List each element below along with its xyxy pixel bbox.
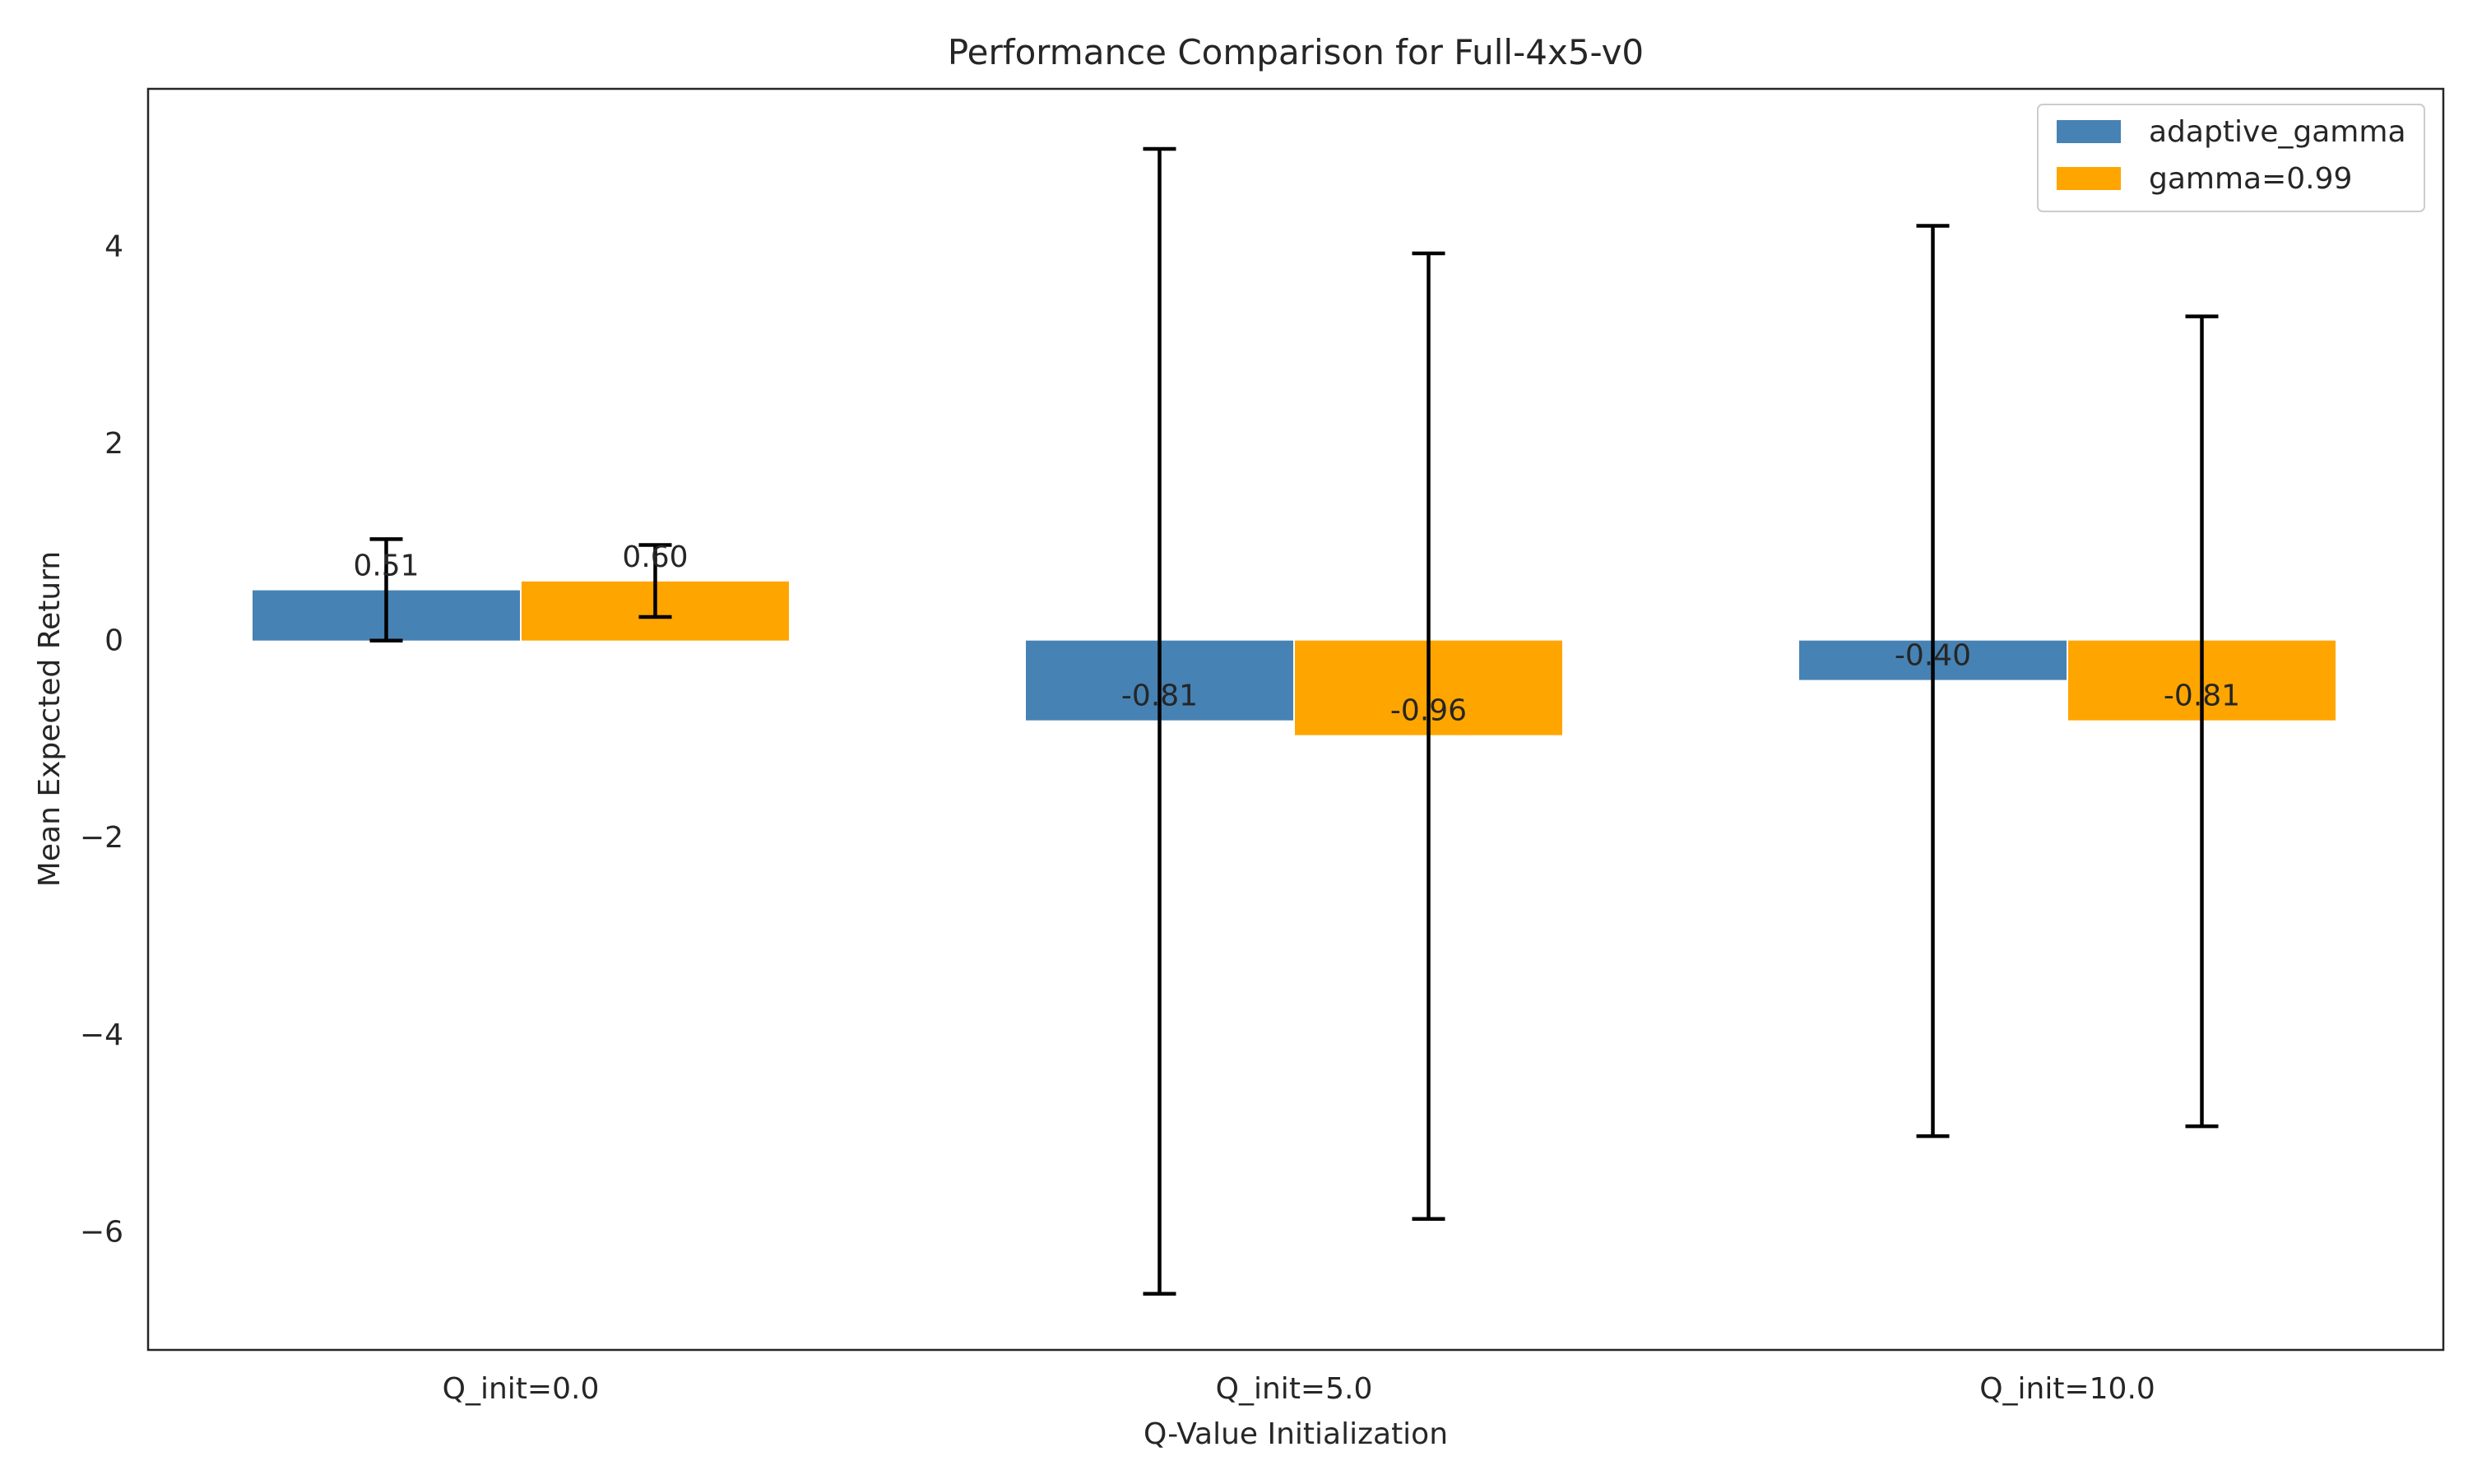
- error-bar-adaptive-gamma-1: [1143, 146, 1176, 1296]
- value-labels-layer: 0.51 0.60 -0.81 -0.96 -0.40 -0.81: [353, 540, 2240, 728]
- plot-frame: [146, 87, 2445, 1352]
- legend-label-1: gamma=0.99: [2149, 162, 2352, 196]
- error-bar-adaptive-gamma-0: [369, 537, 403, 642]
- errorbars-layer: [369, 146, 2219, 1296]
- legend-swatch-1: [2057, 167, 2121, 190]
- x-tick-label-0: Q_init=0.0: [443, 1372, 600, 1406]
- value-label-adaptive-gamma-2: -0.40: [1895, 639, 1971, 673]
- error-bar-adaptive-gamma-2: [1916, 224, 1950, 1139]
- value-label-gamma-0-99-1: -0.96: [1390, 694, 1467, 728]
- y-tick-label: 2: [104, 427, 123, 461]
- error-bar-gamma-0-99-1: [1412, 251, 1445, 1221]
- x-axis-label: Q-Value Initialization: [1144, 1417, 1448, 1451]
- error-bar-gamma-0-99-2: [2185, 314, 2219, 1129]
- legend-swatch-0: [2057, 120, 2121, 143]
- x-tick-label-1: Q_init=5.0: [1216, 1372, 1373, 1406]
- legend-frame: [2037, 104, 2425, 212]
- legend: adaptive_gamma gamma=0.99: [2037, 104, 2425, 212]
- value-label-gamma-0-99-2: -0.81: [2164, 679, 2240, 713]
- value-label-gamma-0-99-0: 0.60: [622, 540, 688, 574]
- x-axis: Q_init=0.0 Q_init=5.0 Q_init=10.0: [443, 1372, 2155, 1406]
- x-tick-label-2: Q_init=10.0: [1979, 1372, 2155, 1406]
- value-label-adaptive-gamma-1: -0.81: [1121, 679, 1198, 713]
- value-label-adaptive-gamma-0: 0.51: [353, 550, 419, 583]
- y-axis-label: Mean Expected Return: [33, 551, 67, 887]
- y-tick-label: 0: [104, 624, 123, 658]
- y-tick-label: −2: [80, 821, 123, 855]
- y-tick-label: −4: [80, 1018, 123, 1052]
- y-tick-label: −6: [80, 1215, 123, 1249]
- chart-title: Performance Comparison for Full-4x5-v0: [948, 32, 1644, 72]
- error-bar-gamma-0-99-0: [638, 543, 672, 619]
- y-axis: −6 −4 −2 0 2 4: [80, 230, 123, 1250]
- y-tick-label: 4: [104, 230, 123, 264]
- legend-label-0: adaptive_gamma: [2149, 115, 2406, 149]
